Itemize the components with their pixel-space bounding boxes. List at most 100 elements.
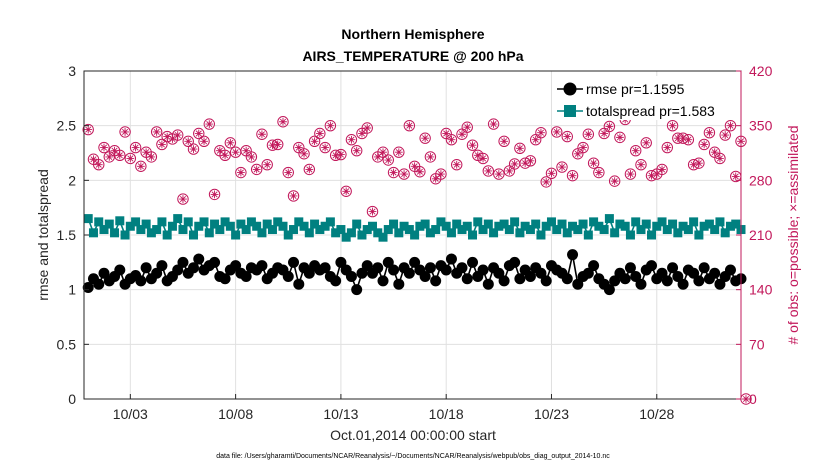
obs-asterisk [694,159,703,168]
data-file-note: data file: /Users/gharamti/Documents/NCA… [216,453,610,460]
totalspread-point [594,221,604,231]
obs-asterisk [579,143,587,152]
obs-circle [493,168,505,180]
totalspread-point [367,221,377,231]
rmse-point [382,256,394,268]
totalspread-point [88,228,98,238]
obs-circle [135,160,147,172]
rmse-point [709,267,721,279]
obs-point [540,176,552,188]
obs-point [224,137,237,149]
totalspread-point [310,219,320,229]
totalspread-point [499,219,509,229]
obs-circle [114,149,126,162]
obs-point [724,119,737,132]
obs-asterisk [231,148,240,157]
obs-point [630,144,642,157]
y2-tick-label: 70 [749,336,765,352]
obs-asterisk [652,170,661,178]
obs-asterisk [563,132,572,141]
obs-point [498,135,510,147]
obs-point [345,134,358,146]
y-tick-label: 2.5 [57,118,77,134]
obs-point [398,168,410,180]
totalspread-point [641,219,651,229]
obs-asterisk [663,143,672,152]
obs-point [387,166,400,179]
totalspread-point [278,221,288,231]
totalspread-point [157,217,167,227]
totalspread-point [415,221,425,231]
obs-point [103,151,115,163]
obs-circle [419,132,431,144]
obs-asterisk [363,124,372,132]
obs-asterisk [358,129,366,138]
totalspread-point [236,219,246,229]
obs-asterisk [310,137,319,146]
totalspread-point [631,217,641,227]
obs-point [566,169,579,182]
obs-circle [593,166,605,179]
totalspread-point [404,225,414,235]
totalspread-point [625,230,635,240]
legend-item-totalspread [557,105,583,117]
obs-circle [393,146,405,158]
obs-circle [256,128,268,140]
totalspread-point [383,225,393,235]
rmse-point [361,260,373,272]
rmse-point [582,267,594,279]
obs-point [150,126,163,138]
obs-asterisk [89,155,98,164]
totalspread-point [715,217,725,227]
obs-circle [551,126,563,138]
totalspread-point [373,228,383,238]
obs-asterisk [242,146,251,155]
obs-asterisk [510,160,519,168]
rmse-point [456,262,468,274]
obs-asterisk [726,121,735,130]
obs-asterisk [721,131,730,139]
obs-asterisk [263,160,272,169]
obs-point [456,128,468,140]
obs-point [535,126,547,139]
obs-point [493,168,505,180]
totalspread-point [441,221,451,231]
rmse-point [351,284,363,296]
obs-circle [219,149,231,162]
obs-asterisk [684,135,693,144]
obs-asterisk [731,172,740,181]
totalspread-point [131,217,141,227]
rmse-series [82,249,747,296]
rmse-point [419,271,431,283]
rmse-point [156,260,168,272]
obs-circle [630,144,642,157]
obs-point [435,168,447,180]
obs-asterisk [494,170,503,178]
totalspread-point [689,217,699,227]
obs-point [466,139,479,151]
totalspread-point [446,228,456,238]
obs-circle [498,135,510,147]
obs-asterisk [342,187,351,196]
totalspread-point [483,219,493,229]
obs-asterisk [194,129,203,138]
totalspread-point [146,228,156,238]
obs-point [82,123,94,136]
obs-point [308,135,321,147]
obs-circle [482,165,495,177]
obs-asterisk [415,167,424,176]
totalspread-point [294,217,304,227]
obs-point [414,166,426,178]
rmse-point [151,267,163,279]
totalspread-point [346,228,356,238]
totalspread-point [152,225,162,235]
obs-point [250,163,263,176]
totalspread-point [431,225,441,235]
obs-circle [261,159,273,171]
rmse-point [424,262,436,274]
rmse-point [646,260,658,272]
totalspread-point [436,217,446,227]
rmse-point [440,264,452,276]
obs-point [177,193,189,205]
totalspread-point [215,225,225,235]
